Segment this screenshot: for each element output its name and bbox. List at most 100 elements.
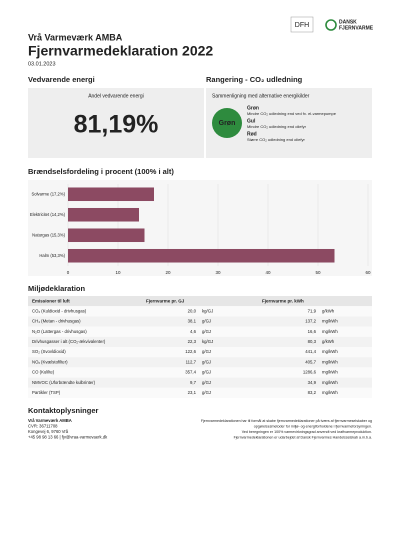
x-tick-label: 30 (215, 270, 221, 275)
section-heading: Miljødeklaration (28, 284, 86, 293)
legend-name: Grøn (247, 105, 259, 111)
y-tick-label: Solvarme (17,2%) (31, 191, 65, 196)
bar (68, 248, 335, 263)
renewable-box (28, 88, 204, 158)
table-header: Fjernvarme pr. kWh (262, 298, 304, 303)
legend-text: Større CO₂ udledning end oliefyr (247, 137, 305, 142)
y-tick-label: Halm (53,3%) (39, 253, 65, 258)
table-cell: Drivhusgasser i alt (CO₂-ækvivalenter) (32, 339, 106, 344)
table-cell: 16,6 (308, 329, 317, 334)
table-row-bg (28, 387, 372, 398)
table-cell: g/GJ (202, 359, 211, 364)
table-cell: mg/kWh (322, 390, 338, 395)
table-header-bg (28, 296, 372, 307)
table-cell: mg/kWh (322, 319, 338, 324)
table-cell: 441,4 (305, 349, 316, 354)
table-row-bg (28, 347, 372, 358)
table-cell: 22,3 (188, 339, 197, 344)
table-cell: CH₄ (Metan - drivhusgas) (32, 319, 81, 324)
contact-line: Vrå Varmeværk AMBA (28, 418, 72, 423)
contact-line: CVR: 36711708 (28, 424, 58, 429)
table-cell: 122,6 (185, 349, 196, 354)
x-tick-label: 40 (265, 270, 271, 275)
chart-title: Brændselsfordeling i procent (100% i alt… (28, 167, 174, 176)
x-tick-label: 20 (165, 270, 171, 275)
table-cell: kg/GJ (202, 339, 213, 344)
table-cell: 20,0 (188, 308, 197, 313)
contact-line: Kongevej 6, 9760 Vrå (28, 429, 69, 434)
note-line: opgørelsesmetoder for miljø- og energifo… (254, 424, 372, 428)
table-row-bg (28, 316, 372, 327)
box-label: Andel vedvarende energi (88, 93, 144, 99)
table-cell: 80,3 (308, 339, 317, 344)
x-tick-label: 60 (365, 270, 371, 275)
table-cell: g/GJ (202, 390, 211, 395)
table-cell: 405,7 (305, 359, 316, 364)
table-row-bg (28, 377, 372, 388)
table-cell: 9,7 (190, 380, 197, 385)
table-row-bg (28, 336, 372, 347)
y-tick-label: Naturgas (15,3%) (32, 232, 65, 237)
doc-date: 03.01.2023 (28, 61, 56, 67)
table-cell: g/GJ (202, 319, 211, 324)
table-cell: 4,6 (190, 329, 197, 334)
dfh-logo-frame (290, 16, 314, 33)
legend-text: Mindre CO₂ udledning end ved fx. el-varm… (247, 111, 337, 116)
table-cell: 71,9 (308, 308, 317, 313)
table-cell: Partikler (TSP) (32, 390, 61, 395)
table-cell: CO (Kulilte) (32, 370, 55, 375)
table-cell: kg/GJ (202, 308, 213, 313)
x-tick-label: 10 (115, 270, 121, 275)
table-cell: g/GJ (202, 370, 211, 375)
section-heading: Rangering - CO₂ udledning (206, 75, 303, 84)
org-name: Vrå Varmeværk AMBA (28, 32, 123, 42)
doc-title: Fjernvarmedeklaration 2022 (28, 43, 213, 59)
table-cell: mg/kWh (322, 359, 338, 364)
rank-badge-text: Grøn (219, 120, 236, 127)
table-row-bg (28, 306, 372, 317)
table-cell: mg/kWh (322, 349, 338, 354)
table-cell: 34,9 (308, 380, 317, 385)
table-cell: g/GJ (202, 349, 211, 354)
bar (68, 187, 154, 202)
table-cell: 357,4 (185, 370, 196, 375)
table-cell: N₂O (Lattergas - drivhusgas) (32, 329, 87, 334)
table-header: Fjernvarme pr. GJ (146, 298, 185, 303)
table-cell: mg/kWh (322, 329, 338, 334)
legend-text: Mindre CO₂ udledning end oliefyr (247, 124, 307, 129)
table-cell: 137,2 (305, 319, 316, 324)
table-cell: CO₂ (Kuldioxid - drivhusgas) (32, 308, 87, 313)
note-line: Ved beregningen er 100% varmevirkningsgr… (242, 430, 372, 434)
table-row-bg (28, 357, 372, 368)
table-cell: 112,7 (186, 359, 197, 364)
note-line: Fjernvarmedeklarationen har til formål a… (201, 419, 372, 423)
table-header: Emissioner til luft (32, 298, 70, 303)
section-heading: Kontaktoplysninger (28, 406, 99, 415)
dansk-logo-icon (325, 19, 337, 31)
table-cell: g/GJ (202, 380, 211, 385)
table-cell: NOₓ (Kvælstofilter) (32, 359, 68, 364)
table-cell: 38,1 (188, 319, 197, 324)
table-cell: 83,2 (308, 390, 317, 395)
box-label: Sammenligning med alternative energikild… (212, 93, 310, 99)
legend-name: Rød (247, 131, 257, 137)
table-cell: mg/kWh (322, 370, 338, 375)
table-cell: g/kWh (322, 308, 335, 313)
x-tick-label: 50 (315, 270, 321, 275)
table-cell: g/GJ (202, 329, 211, 334)
bar (68, 207, 139, 222)
table-cell: mg/kWh (322, 380, 338, 385)
table-cell: g/kWh (322, 339, 335, 344)
note-line: Fjernvarmedeklarationen er udarbejdet af… (234, 435, 372, 439)
bar (68, 228, 145, 243)
table-row-bg (28, 367, 372, 378)
dfh-logo: DFH (295, 22, 309, 29)
table-cell: 23,1 (188, 390, 197, 395)
renewable-share: 81,19% (74, 111, 159, 139)
x-tick-label: 0 (67, 270, 70, 275)
table-cell: 1286,6 (303, 370, 317, 375)
table-row-bg (28, 326, 372, 337)
table-cell: SO₂ (Svovldioxid) (32, 349, 66, 354)
contact-line: +45 98 98 13 66 | fjv@vraa-varmevaerk.dk (28, 435, 108, 440)
